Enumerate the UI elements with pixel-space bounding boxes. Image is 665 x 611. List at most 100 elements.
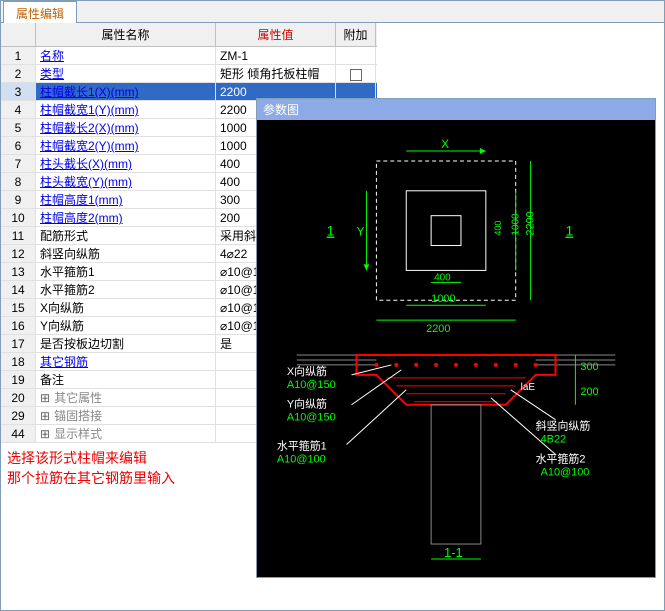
property-name[interactable]: 名称 (36, 47, 216, 64)
property-name[interactable]: 柱帽截宽1(Y)(mm) (36, 101, 216, 118)
expand-icon[interactable]: ⊞ (40, 427, 50, 441)
row-number: 10 (1, 209, 36, 226)
property-name[interactable]: 类型 (36, 65, 216, 82)
property-name-text: 柱帽截宽1(Y)(mm) (40, 103, 139, 117)
row-number: 3 (1, 83, 36, 100)
row-number: 20 (1, 389, 36, 406)
row-number: 19 (1, 371, 36, 388)
header-extra: 附加 (336, 23, 376, 46)
property-name[interactable]: Y向纵筋 (36, 317, 216, 334)
property-name[interactable]: 斜竖向纵筋 (36, 245, 216, 262)
row-number: 44 (1, 425, 36, 442)
section-mark-left: 1 (327, 223, 335, 239)
plan-view: X Y 1 1 2200 1000 400 (327, 137, 574, 335)
property-name-text: 备注 (40, 373, 64, 387)
header-rownum (1, 23, 36, 46)
header-name: 属性名称 (36, 23, 216, 46)
header-value: 属性值 (216, 23, 336, 46)
property-name[interactable]: 柱帽截长2(X)(mm) (36, 119, 216, 136)
property-name[interactable]: 柱头截宽(Y)(mm) (36, 173, 216, 190)
checkbox-icon[interactable] (350, 69, 362, 81)
property-name-text: 配筋形式 (40, 229, 88, 243)
property-name-text: 类型 (40, 67, 64, 81)
dim-h2: 200 (580, 386, 598, 398)
tab-property-edit[interactable]: 属性编辑 (3, 1, 77, 25)
hoop2-spec: A10@100 (541, 466, 590, 478)
row-number: 5 (1, 119, 36, 136)
tab-bar: 属性编辑 (1, 1, 664, 23)
dim-inner: 400 (434, 272, 451, 283)
diag-spec: 4B22 (541, 434, 567, 446)
property-name-text: 其它属性 (54, 391, 102, 405)
table-row[interactable]: 2类型矩形 倾角托板柱帽 (1, 65, 377, 83)
dim-outer-h: 2200 (525, 211, 537, 235)
property-name[interactable]: 配筋形式 (36, 227, 216, 244)
property-name[interactable]: 备注 (36, 371, 216, 388)
row-number: 8 (1, 173, 36, 190)
diag-label: 斜竖向纵筋 (536, 419, 591, 433)
row-number: 18 (1, 353, 36, 370)
property-name-text: 是否按板边切割 (40, 337, 124, 351)
row-number: 4 (1, 101, 36, 118)
property-name-text: 显示样式 (54, 427, 102, 441)
dim-mid: 1000 (431, 293, 455, 305)
hoop1-spec: A10@100 (277, 453, 326, 465)
property-name[interactable]: 水平箍筋1 (36, 263, 216, 280)
y-rebar-label: Y向纵筋 (287, 397, 327, 411)
y-rebar-spec: A10@150 (287, 412, 336, 424)
diagram-panel: 参数图 X Y (256, 98, 656, 578)
property-name-text: 名称 (40, 49, 64, 63)
dim-inner2: 400 (493, 221, 503, 236)
property-name-text: X向纵筋 (40, 301, 84, 315)
property-name[interactable]: 柱帽高度2(mm) (36, 209, 216, 226)
property-name-text: 锚固搭接 (54, 409, 102, 423)
hoop1-label: 水平箍筋1 (277, 439, 327, 453)
property-name[interactable]: 柱头截长(X)(mm) (36, 155, 216, 172)
grid-header: 属性名称 属性值 附加 (1, 23, 377, 47)
property-name-text: 柱帽高度2(mm) (40, 211, 123, 225)
row-number: 17 (1, 335, 36, 352)
property-name-text: 水平箍筋1 (40, 265, 95, 279)
property-name[interactable]: ⊞ 其它属性 (36, 389, 216, 406)
property-value[interactable]: ZM-1 (216, 47, 336, 64)
hoop2-label: 水平箍筋2 (536, 451, 586, 465)
property-name[interactable]: 其它钢筋 (36, 353, 216, 370)
property-extra[interactable] (336, 47, 376, 64)
diagram-title: 参数图 (257, 99, 655, 120)
x-axis-label: X (441, 137, 449, 151)
property-name[interactable]: 柱帽截宽2(Y)(mm) (36, 137, 216, 154)
row-number: 16 (1, 317, 36, 334)
x-rebar-spec: A10@150 (287, 379, 336, 391)
row-number: 29 (1, 407, 36, 424)
lae-label: laE (521, 382, 536, 393)
property-extra[interactable] (336, 65, 376, 82)
row-number: 11 (1, 227, 36, 244)
dim-mid2: 1000 (511, 213, 522, 236)
property-name[interactable]: 柱帽高度1(mm) (36, 191, 216, 208)
property-name-text: 柱头截宽(Y)(mm) (40, 175, 132, 189)
x-rebar-label: X向纵筋 (287, 364, 327, 378)
property-name[interactable]: 柱帽截长1(X)(mm) (36, 83, 216, 100)
property-name[interactable]: 是否按板边切割 (36, 335, 216, 352)
property-name-text: 柱帽截长1(X)(mm) (40, 85, 139, 99)
property-name[interactable]: ⊞ 显示样式 (36, 425, 216, 442)
property-name[interactable]: X向纵筋 (36, 299, 216, 316)
row-number: 15 (1, 299, 36, 316)
dim-h1: 300 (580, 361, 598, 373)
property-name-text: 柱帽高度1(mm) (40, 193, 123, 207)
row-number: 1 (1, 47, 36, 64)
property-name[interactable]: 水平箍筋2 (36, 281, 216, 298)
property-name-text: 柱头截长(X)(mm) (40, 157, 132, 171)
expand-icon[interactable]: ⊞ (40, 409, 50, 423)
property-name-text: 斜竖向纵筋 (40, 247, 100, 261)
row-number: 7 (1, 155, 36, 172)
section-mark-right: 1 (565, 223, 573, 239)
expand-icon[interactable]: ⊞ (40, 391, 50, 405)
section-view: 300 200 X向纵筋 A10@150 Y向纵筋 A10@150 水平箍筋1 … (277, 355, 615, 560)
table-row[interactable]: 1 名称 ZM-1 (1, 47, 377, 65)
property-value[interactable]: 矩形 倾角托板柱帽 (216, 65, 336, 82)
property-name-text: Y向纵筋 (40, 319, 84, 333)
property-name-text: 水平箍筋2 (40, 283, 95, 297)
property-name-text: 其它钢筋 (40, 355, 88, 369)
property-name[interactable]: ⊞ 锚固搭接 (36, 407, 216, 424)
